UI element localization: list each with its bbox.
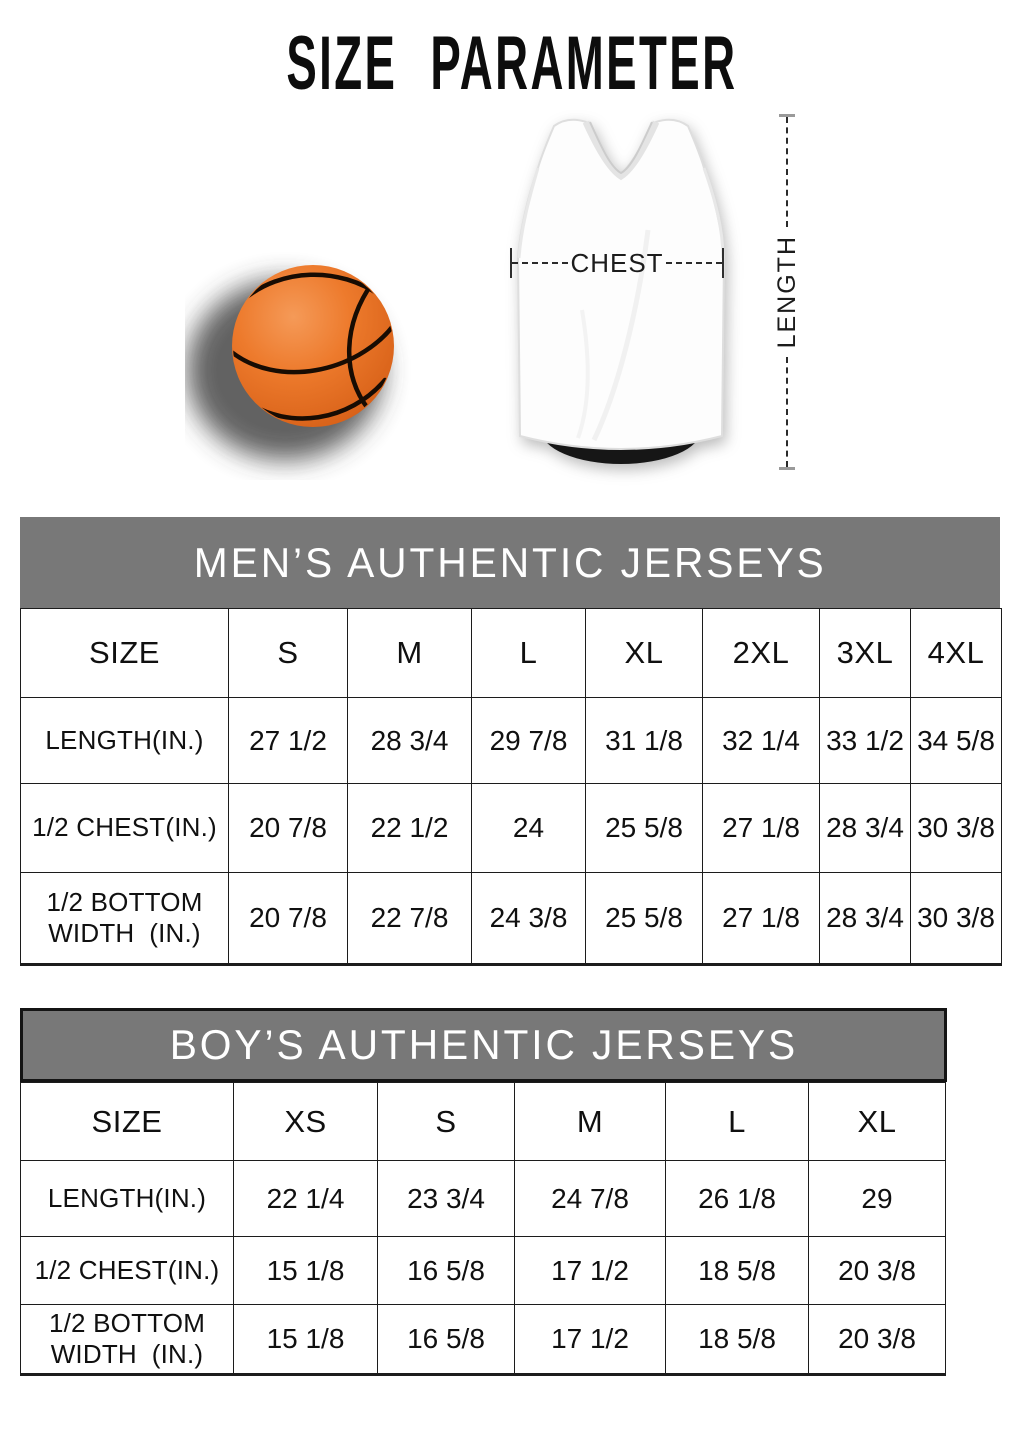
length-dash-top [786, 117, 788, 228]
boys-bottom-width-value: 16 5/8 [378, 1305, 515, 1373]
basketball-icon [187, 265, 394, 460]
boys-size-col-s: S [378, 1083, 515, 1161]
length-label: LENGTH [772, 235, 801, 349]
chest-left-tick [510, 248, 512, 278]
measurement-diagram: CHEST LENGTH [0, 100, 1024, 500]
mens-length-value: 31 1/8 [586, 698, 703, 784]
boys-chest-value: 17 1/2 [515, 1237, 666, 1305]
page-title: SIZE PARAMETER [0, 20, 1024, 107]
mens-size-col-s: S [229, 609, 348, 698]
boys-bottom-width-value: 20 3/8 [838, 1323, 916, 1354]
mens-size-col-xl: XL [586, 609, 703, 698]
mens-length-value: 27 1/2 [229, 698, 348, 784]
length-measure-line: LENGTH [767, 114, 807, 470]
mens-bottom-width-row-label: 1/2 BOTTOM WIDTH (IN.) [21, 873, 229, 963]
chest-measure-line: CHEST [510, 246, 724, 280]
mens-bottom-width-value: 30 3/8 [917, 902, 995, 933]
boys-length-value: 29 [809, 1161, 945, 1237]
boys-bottom-width-value: 17 1/2 [515, 1305, 666, 1373]
mens-length-value: 28 3/4 [348, 698, 472, 784]
mens-bottom-width-value: 22 7/8 [348, 873, 472, 963]
boys-size-header-cell: SIZE [21, 1083, 234, 1161]
mens-length-value: 32 1/4 [703, 698, 820, 784]
chest-right-tick [722, 248, 724, 278]
mens-section-header: MEN’S AUTHENTIC JERSEYS [20, 517, 1000, 608]
mens-chest-value: 27 1/8 [703, 784, 820, 873]
boys-chest-value: 20 3/8 [809, 1237, 945, 1305]
mens-size-col-l: L [472, 609, 586, 698]
mens-chest-value: 30 3/8 [911, 784, 1001, 873]
length-dash-bottom [786, 356, 788, 467]
mens-size-col-m: M [348, 609, 472, 698]
mens-size-col-3xl: 3XL [820, 609, 911, 698]
boys-length-row-label: LENGTH(IN.) [21, 1161, 234, 1237]
boys-size-col-m: M [515, 1083, 666, 1161]
mens-chest-value: 28 3/4 [820, 784, 911, 873]
boys-bottom-width-value: 15 1/8 [234, 1305, 378, 1373]
jersey-front-icon [516, 118, 726, 464]
boys-section-title: BOY’S AUTHENTIC JERSEYS [169, 1021, 798, 1068]
boys-size-col-l: L [666, 1083, 809, 1161]
mens-chest-row-label: 1/2 CHEST(IN.) [21, 784, 229, 873]
boys-bottom-width-value: 18 5/8 [666, 1305, 809, 1373]
mens-bottom-width-value: 28 3/4 [820, 873, 911, 963]
mens-size-col-2xl: 2XL [703, 609, 820, 698]
boys-size-table: SIZE XS S M L XL LENGTH(IN.) 22 1/4 23 3… [20, 1082, 946, 1376]
boys-length-value: 22 1/4 [234, 1161, 378, 1237]
boys-length-value: 24 7/8 [515, 1161, 666, 1237]
mens-bottom-width-value: 25 5/8 [586, 873, 703, 963]
mens-bottom-width-value: 20 7/8 [229, 873, 348, 963]
mens-chest-value: 25 5/8 [586, 784, 703, 873]
length-bottom-tick [779, 467, 795, 470]
mens-bottom-width-value: 24 3/8 [472, 873, 586, 963]
chest-label: CHEST [570, 247, 664, 278]
boys-chest-value: 16 5/8 [378, 1237, 515, 1305]
mens-size-table: SIZE S M L XL 2XL 3XL 4XL LENGTH(IN.) 27… [20, 608, 1002, 966]
boys-section-header: BOY’S AUTHENTIC JERSEYS [20, 1008, 947, 1082]
page-title-text: SIZE PARAMETER [286, 21, 738, 106]
mens-chest-value: 24 [472, 784, 586, 873]
boys-bottom-width-row-label: 1/2 BOTTOM WIDTH (IN.) [21, 1305, 234, 1373]
boys-length-value: 23 3/4 [378, 1161, 515, 1237]
mens-length-value: 29 7/8 [472, 698, 586, 784]
boys-length-value: 26 1/8 [666, 1161, 809, 1237]
mens-length-value: 33 1/2 [820, 698, 911, 784]
mens-size-col-4xl: 4XL [911, 609, 1001, 698]
mens-chest-value: 22 1/2 [348, 784, 472, 873]
mens-length-row-label: LENGTH(IN.) [21, 698, 229, 784]
chest-dash-left [512, 262, 569, 264]
mens-bottom-width-value: 27 1/8 [703, 873, 820, 963]
boys-chest-row-label: 1/2 CHEST(IN.) [21, 1237, 234, 1305]
mens-section-title: MEN’S AUTHENTIC JERSEYS [193, 538, 827, 586]
mens-chest-value: 20 7/8 [229, 784, 348, 873]
mens-size-header-cell: SIZE [21, 609, 229, 698]
length-top-tick [779, 114, 795, 117]
mens-length-value: 34 5/8 [911, 698, 1001, 784]
chest-dash-right [665, 262, 722, 264]
boys-chest-value: 15 1/8 [234, 1237, 378, 1305]
boys-chest-value: 18 5/8 [666, 1237, 809, 1305]
boys-size-col-xs: XS [234, 1083, 378, 1161]
boys-size-col-xl: XL [809, 1083, 945, 1161]
